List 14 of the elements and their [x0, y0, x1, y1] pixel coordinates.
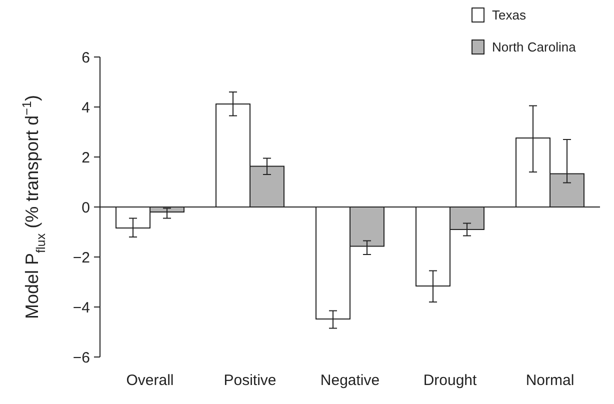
- y-tick-label: 4: [82, 99, 90, 116]
- y-tick-label: −6: [72, 349, 90, 366]
- x-tick-label: Positive: [224, 372, 276, 389]
- legend-label: Texas: [492, 8, 526, 23]
- y-tick-label: −2: [72, 249, 90, 266]
- x-tick-label: Normal: [526, 372, 574, 389]
- y-tick-label: 2: [82, 149, 90, 166]
- x-tick-label: Negative: [320, 372, 380, 389]
- x-tick-label: Drought: [423, 372, 478, 389]
- y-tick-label: 6: [82, 49, 90, 66]
- legend-label: North Carolina: [492, 40, 577, 55]
- y-tick-label: −4: [72, 299, 90, 316]
- y-tick-label: 0: [82, 199, 90, 216]
- x-tick-label: Overall: [126, 372, 174, 389]
